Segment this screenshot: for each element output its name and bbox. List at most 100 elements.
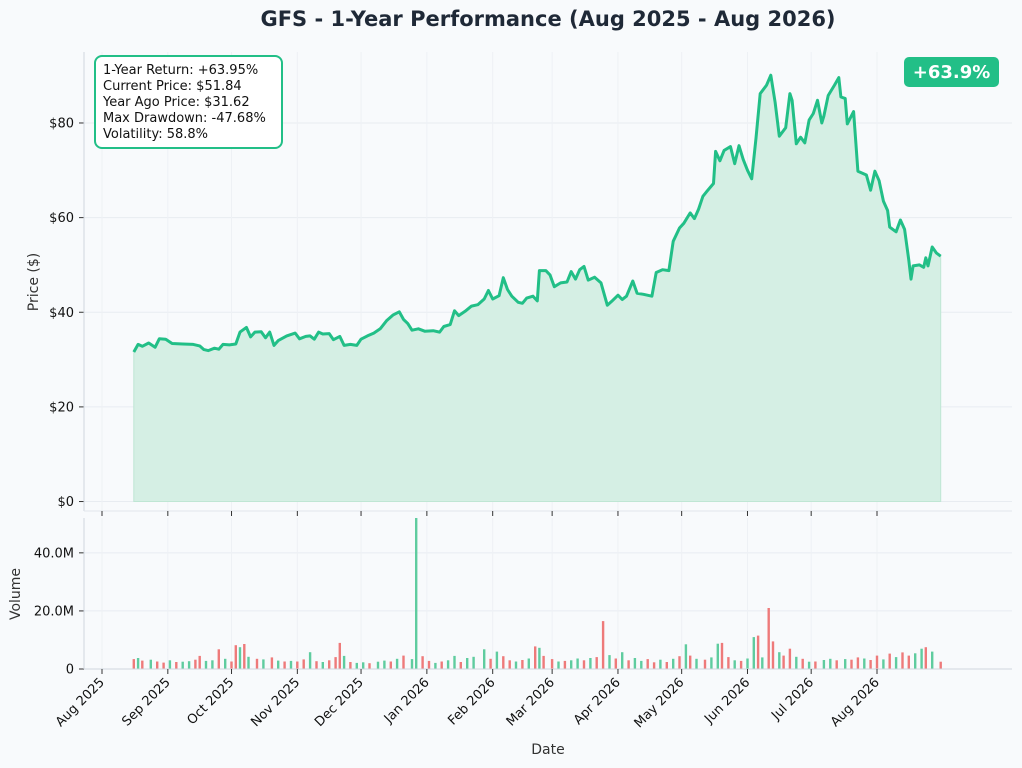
volume-bar — [795, 656, 798, 669]
volume-bar — [349, 662, 352, 669]
volume-bar — [230, 661, 233, 669]
volume-bar — [338, 642, 341, 669]
return-badge — [904, 57, 999, 87]
stat-line: Current Price: $51.84 — [103, 79, 242, 94]
volume-bar — [521, 660, 524, 669]
volume-bar — [665, 662, 668, 669]
volume-bar — [716, 643, 719, 669]
volume-bar — [608, 655, 611, 669]
volume-tick-label: 20.0M — [34, 604, 74, 619]
volume-bar — [850, 659, 853, 669]
volume-bar — [801, 658, 804, 669]
volume-bar — [162, 662, 165, 669]
volume-bar — [756, 635, 760, 669]
volume-bar — [283, 661, 286, 669]
volume-bar — [914, 653, 917, 669]
volume-bar — [778, 652, 781, 669]
volume-bar — [514, 661, 518, 669]
x-tick-label: Apr 2026 — [571, 675, 624, 728]
volume-bars — [132, 518, 942, 669]
volume-bar — [652, 662, 656, 669]
volume-bar — [149, 659, 152, 669]
volume-bar — [788, 648, 792, 669]
date-x-axis: Aug 2025 Sep 2025 Oct 2025 Nov 2025 Dec 2025… — [53, 669, 883, 731]
x-tick-label: May 2026 — [632, 675, 688, 731]
volume-bar — [395, 658, 399, 669]
volume-bar — [243, 644, 246, 669]
volume-bar — [527, 658, 530, 669]
volume-bar — [534, 646, 537, 669]
volume-bar — [646, 659, 649, 669]
volume-bar — [175, 662, 178, 669]
volume-bar — [466, 658, 469, 669]
volume-bar — [296, 661, 299, 669]
volume-bar — [550, 659, 554, 669]
price-panel: $0 $20 $40 $60 $80 Price ($) 1-Year Return: … — [26, 52, 1012, 516]
x-tick-label: Nov 2025 — [248, 675, 303, 730]
volume-bar — [570, 660, 573, 669]
volume-bar — [931, 651, 934, 669]
volume-bar — [835, 660, 838, 669]
volume-bar — [901, 652, 904, 669]
volume-bar — [247, 656, 250, 669]
return-badge-text: +63.9% — [913, 62, 991, 83]
volume-bar — [614, 658, 617, 669]
x-tick-label: Jan 2026 — [381, 675, 433, 727]
volume-bar — [459, 662, 462, 669]
volume-bar — [362, 662, 365, 669]
volume-bar — [224, 658, 227, 669]
volume-bar — [771, 641, 775, 669]
volume-bar — [238, 647, 242, 669]
volume-bar — [194, 659, 197, 669]
volume-bar — [156, 661, 159, 669]
price-tick-label: $60 — [49, 211, 74, 226]
volume-bar — [502, 656, 505, 669]
stat-line: 1-Year Return: +63.95% — [103, 63, 258, 78]
volume-bar — [489, 658, 492, 669]
volume-bar — [601, 621, 605, 669]
stat-line: Volatility: 58.8% — [103, 127, 208, 142]
volume-bar — [198, 655, 201, 669]
volume-bar — [440, 661, 443, 669]
volume-bar — [136, 658, 140, 669]
volume-bar — [739, 660, 743, 669]
volume-bar — [875, 655, 879, 669]
volume-bar — [328, 660, 331, 669]
volume-bar — [563, 660, 567, 669]
volume-bar — [277, 660, 280, 669]
volume-bar — [720, 642, 724, 669]
x-tick-label: Aug 2025 — [53, 675, 108, 730]
price-line — [132, 73, 942, 353]
volume-bar — [939, 661, 942, 669]
volume-tick-label: 0 — [66, 663, 74, 678]
volume-bar — [255, 658, 259, 669]
volume-bar — [427, 660, 431, 669]
volume-bar — [204, 660, 208, 669]
volume-bar — [334, 657, 337, 669]
volume-bar — [141, 660, 144, 669]
volume-bar — [684, 644, 688, 669]
volume-bar — [894, 657, 898, 669]
volume-bar — [727, 657, 730, 669]
volume-bar — [376, 661, 380, 669]
volume-bar — [421, 656, 424, 669]
volume-bar — [262, 659, 265, 669]
volume-bar — [822, 660, 826, 669]
price-y-axis: $0 $20 $40 $60 $80 — [49, 116, 84, 510]
volume-bar — [308, 652, 312, 669]
volume-bar — [289, 660, 293, 669]
volume-axis-label: Volume — [8, 568, 24, 620]
volume-bar — [415, 518, 418, 669]
volume-bar — [672, 658, 675, 669]
price-x-tick-marks — [101, 511, 878, 516]
volume-tick-label: 40.0M — [34, 546, 74, 561]
volume-bar — [752, 637, 755, 669]
volume-bar — [621, 652, 624, 669]
volume-bar — [315, 661, 318, 669]
volume-bar — [767, 608, 770, 669]
volume-bar — [434, 662, 437, 669]
volume-bar — [187, 661, 191, 669]
x-tick-label: Mar 2026 — [504, 675, 558, 729]
price-tick-label: $40 — [49, 306, 74, 321]
